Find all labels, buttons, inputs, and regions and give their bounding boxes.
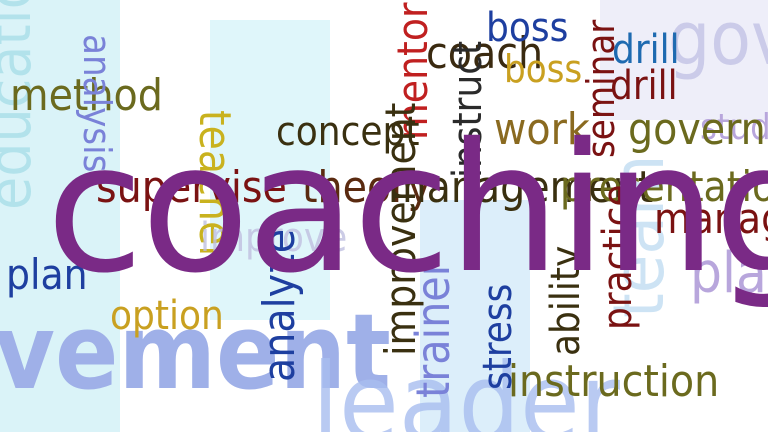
word: presentation bbox=[560, 162, 768, 211]
backdrop-band bbox=[420, 200, 530, 432]
word: instruction bbox=[508, 356, 720, 407]
word: drill bbox=[610, 63, 678, 109]
word: boss bbox=[504, 47, 583, 91]
word: method bbox=[10, 70, 163, 121]
backdrop-band bbox=[600, 0, 768, 120]
word: vement bbox=[0, 291, 391, 413]
word: plan bbox=[6, 250, 88, 299]
word: coach bbox=[426, 28, 544, 79]
word: study bbox=[700, 107, 768, 148]
word: boss bbox=[486, 5, 569, 51]
word: plan bbox=[690, 241, 768, 306]
word: drill bbox=[612, 27, 680, 73]
word: option bbox=[110, 293, 224, 339]
word: improve bbox=[200, 215, 348, 261]
hero-word: coaching bbox=[46, 105, 768, 312]
word: concept bbox=[276, 109, 420, 155]
word: govern bbox=[628, 104, 766, 155]
word: management bbox=[388, 162, 654, 213]
backdrop-band bbox=[210, 20, 330, 320]
word: supervise bbox=[96, 162, 287, 213]
backdrop-band bbox=[0, 0, 120, 432]
word: manager bbox=[654, 194, 768, 243]
word: leader bbox=[312, 341, 620, 432]
word: gove bbox=[668, 0, 768, 82]
word: work bbox=[494, 104, 590, 155]
word: theory bbox=[302, 162, 431, 213]
